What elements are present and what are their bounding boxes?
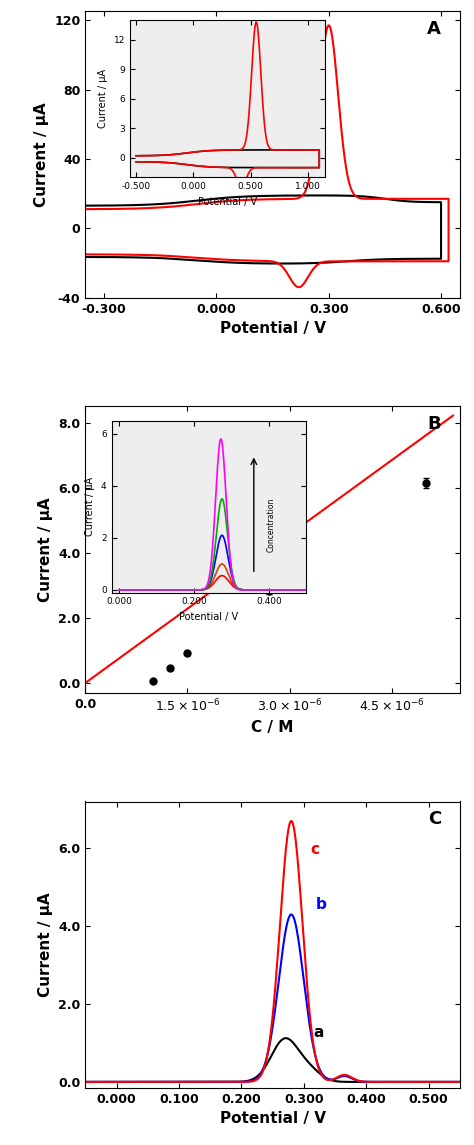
Y-axis label: Current / μA: Current / μA (37, 497, 53, 602)
X-axis label: Potential / V: Potential / V (219, 1111, 326, 1127)
Y-axis label: Current / μA: Current / μA (34, 102, 49, 207)
Text: B: B (428, 414, 441, 433)
X-axis label: Potential / V: Potential / V (219, 321, 326, 337)
Text: A: A (427, 21, 441, 38)
Text: c: c (310, 842, 319, 858)
Text: C: C (428, 811, 441, 828)
X-axis label: C / M: C / M (251, 720, 294, 735)
Y-axis label: Current / μA: Current / μA (37, 892, 53, 997)
Text: b: b (316, 897, 327, 911)
Text: a: a (313, 1025, 323, 1040)
